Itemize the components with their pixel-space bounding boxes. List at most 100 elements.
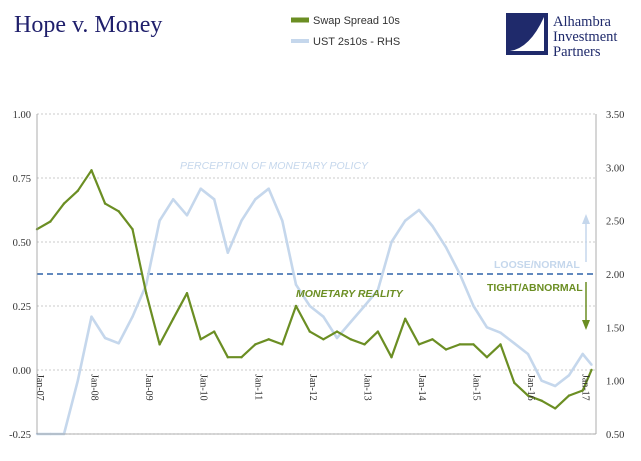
series-line-ust-2s10s [37, 187, 593, 436]
data-point-ust [90, 315, 93, 318]
y-right-tick-label: 1.00 [606, 377, 624, 388]
alhambra-logo-icon [506, 13, 548, 55]
legend: Swap Spread 10s UST 2s10s - RHS [291, 15, 400, 48]
data-point-swap [172, 317, 175, 320]
data-point-ust [554, 384, 557, 388]
data-point-swap [590, 368, 593, 372]
chart-title: Hope v. Money [14, 12, 162, 38]
y-left-tick-label: -0.25 [9, 430, 31, 441]
brand-line-2: Investment [553, 29, 617, 45]
data-point-swap [322, 338, 325, 341]
data-point-swap [294, 304, 298, 308]
data-point-ust [472, 304, 475, 308]
legend-label-swap: Swap Spread 10s [313, 15, 400, 27]
data-point-ust [103, 336, 107, 340]
data-point-ust [390, 240, 393, 244]
data-point-swap [390, 356, 393, 359]
data-point-swap [103, 202, 107, 205]
y-right-tick-label: 2.00 [606, 270, 624, 281]
x-tick-label: Jan-15 [471, 374, 482, 401]
arrow-down-icon [582, 282, 590, 330]
data-point-swap [185, 292, 189, 295]
data-point-ust [526, 352, 530, 356]
data-point-ust [513, 342, 516, 345]
brand-line-3: Partners [553, 44, 601, 60]
x-tick-label: Jan-08 [89, 374, 100, 401]
data-point-ust [349, 320, 352, 324]
data-point-swap [417, 343, 421, 346]
data-point-swap [485, 356, 489, 359]
y-left-tick-label: 0.75 [13, 174, 31, 185]
data-point-ust [404, 219, 407, 222]
data-point-swap [513, 381, 516, 384]
data-point-swap [581, 389, 584, 392]
data-point-swap [444, 348, 448, 351]
data-point-swap [254, 343, 257, 346]
data-point-ust [294, 283, 298, 286]
data-point-ust [363, 304, 366, 308]
data-point-swap [308, 330, 311, 333]
data-point-ust [199, 187, 202, 190]
data-point-swap [62, 202, 66, 205]
y-right-tick-label: 1.50 [606, 323, 624, 334]
data-point-swap [240, 356, 243, 359]
annotation-reality: MONETARY REALITY [296, 288, 404, 300]
data-point-ust [240, 219, 243, 222]
data-point-ust [485, 326, 489, 329]
x-tick-label: Jan-10 [198, 374, 209, 401]
y-right-tick-label: 3.50 [606, 110, 624, 121]
data-point-swap [76, 189, 80, 192]
x-tick-label: Jan-12 [307, 374, 318, 401]
brand-line-1: Alhambra [553, 14, 612, 30]
data-point-swap [281, 343, 284, 346]
y-left-tick-label: 0.50 [13, 238, 31, 249]
arrow-up-icon [582, 214, 590, 262]
data-point-swap [567, 394, 571, 397]
x-tick-label: Jan-17 [580, 374, 591, 401]
data-point-swap [458, 343, 461, 346]
data-point-ust [76, 379, 80, 382]
y-right-tick-label: 3.00 [606, 163, 624, 174]
data-point-swap [226, 356, 229, 359]
data-point-swap [540, 399, 543, 402]
data-point-swap [199, 338, 202, 341]
data-point-ust [254, 198, 257, 201]
x-tick-label: Jan-14 [416, 374, 427, 401]
x-tick-label: Jan-11 [252, 374, 263, 400]
data-point-swap [526, 394, 530, 397]
y-right-tick-label: 2.50 [606, 217, 624, 228]
data-point-ust [213, 198, 216, 201]
data-point-ust [322, 315, 325, 318]
annotation-loose: LOOSE/NORMAL [494, 259, 580, 271]
y-left-tick-label: 1.00 [13, 110, 31, 121]
data-point-swap [90, 169, 93, 172]
data-point-swap [335, 330, 339, 333]
data-point-swap [404, 317, 407, 320]
data-point-swap [431, 338, 434, 341]
data-point-ust [540, 379, 543, 382]
data-point-ust [117, 342, 120, 345]
brand-logo: Alhambra Investment Partners [506, 13, 617, 60]
data-point-ust [172, 198, 175, 201]
data-point-swap [376, 330, 380, 333]
data-point-swap [145, 292, 148, 295]
data-point-ust [417, 208, 421, 212]
x-tick-label: Jan-16 [525, 374, 536, 401]
annotation-tight: TIGHT/ABNORMAL [487, 282, 583, 294]
data-point-swap [349, 338, 352, 341]
legend-label-ust: UST 2s10s - RHS [313, 36, 400, 48]
data-point-swap [554, 407, 557, 410]
data-point-swap [213, 330, 216, 333]
data-point-ust [376, 288, 380, 292]
x-tick-label: Jan-13 [361, 374, 372, 401]
data-point-swap [472, 343, 475, 346]
data-point-swap [363, 343, 366, 346]
y-right-tick-label: 0.50 [606, 430, 624, 441]
data-point-swap [267, 338, 270, 341]
data-point-swap [131, 228, 134, 231]
y-left-tick-label: 0.00 [13, 366, 31, 377]
data-point-ust [158, 219, 161, 222]
series-line-swap-spread [36, 169, 593, 410]
data-point-ust [281, 219, 284, 222]
